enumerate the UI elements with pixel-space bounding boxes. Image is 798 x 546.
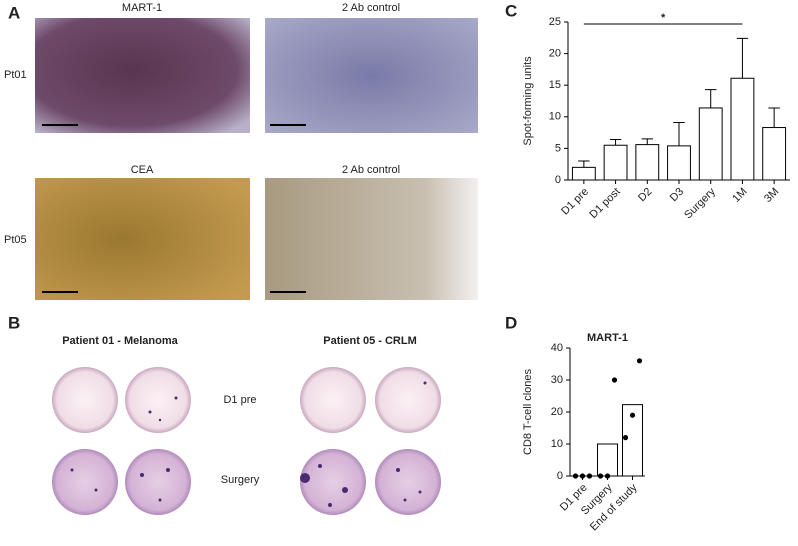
tissue-image bbox=[265, 18, 478, 133]
error-bar bbox=[705, 89, 717, 108]
tissue-image bbox=[35, 178, 250, 300]
panel-label: B bbox=[8, 313, 20, 332]
error-bar bbox=[673, 121, 685, 146]
y-tick-label: 25 bbox=[549, 16, 561, 28]
error-bar bbox=[768, 107, 780, 128]
elispot-wells bbox=[52, 367, 441, 515]
x-tick-label: D3 bbox=[668, 186, 686, 204]
data-point bbox=[622, 435, 629, 441]
data-point bbox=[572, 473, 579, 479]
bar bbox=[622, 404, 643, 477]
y-axis-label: Spot-forming units bbox=[522, 56, 534, 146]
y-tick-label: 40 bbox=[551, 342, 563, 354]
data-point bbox=[579, 473, 586, 479]
scale-bars bbox=[42, 124, 306, 293]
bar bbox=[698, 107, 723, 181]
bar bbox=[603, 144, 628, 181]
error-bar bbox=[578, 160, 590, 168]
bar bbox=[667, 145, 691, 181]
panel-a: A MART-1 2 Ab control CEA 2 Ab control P… bbox=[4, 2, 478, 300]
chart-title: MART-1 bbox=[587, 332, 628, 344]
y-tick-label: 20 bbox=[549, 48, 561, 60]
column-label: 2 Ab control bbox=[342, 2, 400, 14]
y-tick-label: 0 bbox=[555, 174, 561, 186]
significance-label: * bbox=[661, 12, 666, 24]
y-tick-label: 0 bbox=[557, 470, 563, 482]
y-tick-label: 30 bbox=[551, 374, 563, 386]
data-point bbox=[636, 358, 643, 364]
bar bbox=[597, 443, 618, 477]
panel-label: C bbox=[505, 1, 517, 20]
error-bar bbox=[609, 139, 622, 146]
row-label: Pt05 bbox=[4, 234, 27, 246]
x-tick-label: D1 pre bbox=[559, 186, 591, 218]
column-label: MART-1 bbox=[122, 2, 162, 14]
y-tick-label: 15 bbox=[549, 79, 561, 91]
error-bar bbox=[641, 138, 653, 145]
row-label: D1 pre bbox=[223, 394, 256, 406]
panel-label: D bbox=[505, 313, 517, 332]
data-point bbox=[597, 473, 604, 479]
y-tick-label: 10 bbox=[549, 111, 561, 123]
x-tick-label: 1M bbox=[730, 186, 749, 205]
x-tick-label: D2 bbox=[636, 186, 654, 204]
x-tick-label: Surgery bbox=[682, 185, 718, 221]
bar bbox=[635, 144, 660, 181]
y-tick-label: 5 bbox=[555, 142, 561, 154]
y-axis-label: CD8 T-cell clones bbox=[522, 369, 534, 455]
x-tick-label: 3M bbox=[762, 186, 781, 205]
group-label: Patient 01 - Melanoma bbox=[62, 335, 178, 347]
x-tick-label: D1 post bbox=[587, 186, 622, 221]
bar bbox=[571, 166, 596, 181]
data-point bbox=[629, 412, 636, 418]
row-label: Pt01 bbox=[4, 69, 27, 81]
y-tick-label: 10 bbox=[551, 438, 563, 450]
group-label: Patient 05 - CRLM bbox=[323, 335, 417, 347]
y-tick-label: 20 bbox=[551, 406, 563, 418]
row-label: Surgery bbox=[221, 474, 260, 486]
column-label: CEA bbox=[131, 164, 154, 176]
tissue-image bbox=[35, 18, 250, 133]
panel-label: A bbox=[8, 3, 20, 22]
tissue-image bbox=[265, 178, 478, 300]
data-point bbox=[611, 377, 618, 383]
bar bbox=[730, 77, 755, 181]
error-bar bbox=[736, 37, 749, 79]
data-point bbox=[604, 473, 611, 479]
data-point bbox=[586, 473, 593, 479]
spots bbox=[70, 381, 427, 507]
panel-b: B Patient 01 - Melanoma Patient 05 - CRL… bbox=[8, 313, 441, 515]
column-label: 2 Ab control bbox=[342, 164, 400, 176]
bar bbox=[762, 127, 787, 181]
